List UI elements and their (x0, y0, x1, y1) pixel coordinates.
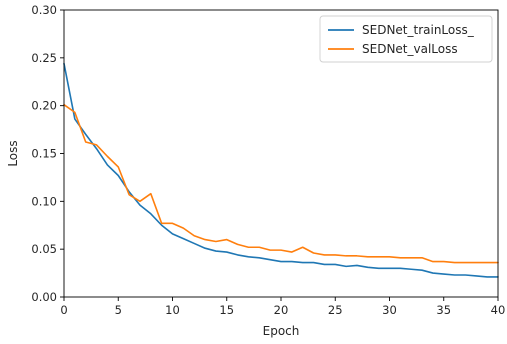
series-line-1 (63, 62, 499, 278)
legend-label: SEDNet_valLoss (362, 42, 458, 56)
y-tick-label: 0.20 (31, 99, 57, 113)
y-tick-label: 0.00 (31, 290, 57, 304)
y-axis-title: Loss (6, 140, 20, 166)
x-axis-title: Epoch (263, 324, 300, 338)
x-tick-label: 10 (165, 303, 180, 317)
x-tick-label: 5 (115, 303, 122, 317)
x-tick-label: 30 (382, 303, 397, 317)
legend: SEDNet_trainLoss_ SEDNet_valLoss (319, 15, 493, 63)
x-tick-label: 15 (219, 303, 234, 317)
axes-layer: 0 5 10 15 20 25 30 35 40 0.00 0.05 0.10 0.15 0.20 0.25… (31, 3, 505, 317)
y-tick-label: 0.25 (31, 51, 57, 65)
legend-label: SEDNet_trainLoss_ (362, 23, 475, 37)
y-tick-label: 0.30 (31, 3, 57, 17)
y-tick-label: 0.05 (31, 242, 57, 256)
legend-box (319, 15, 493, 63)
series-layer (63, 62, 499, 278)
series-line-2 (63, 103, 499, 264)
x-tick-label: 0 (60, 303, 67, 317)
x-tick-label: 35 (436, 303, 451, 317)
x-tick-label: 20 (274, 303, 289, 317)
y-tick-label: 0.10 (31, 194, 57, 208)
y-tick-label: 0.15 (31, 147, 57, 161)
x-tick-label: 25 (328, 303, 343, 317)
x-tick-label: 40 (491, 303, 506, 317)
